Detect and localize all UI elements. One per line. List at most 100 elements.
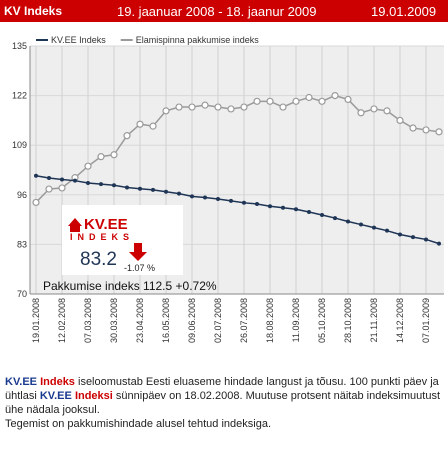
point — [214, 103, 222, 111]
x-tick-label: 21.11.2008 — [369, 298, 379, 342]
index-change: -1.07 % — [124, 263, 155, 273]
point — [370, 105, 378, 113]
brand: Indeks — [40, 376, 75, 388]
point — [437, 241, 441, 246]
point — [175, 103, 183, 111]
point — [320, 213, 324, 218]
point — [435, 128, 443, 136]
x-tick-label: 19.01.2008 — [31, 298, 41, 343]
point — [255, 201, 259, 206]
point — [216, 196, 220, 201]
point — [151, 187, 155, 192]
brand: KV.EE — [39, 390, 72, 402]
point — [201, 101, 209, 109]
point — [242, 200, 246, 205]
point — [60, 177, 64, 182]
point — [307, 209, 311, 214]
point — [177, 191, 181, 196]
x-tick-label: 23.04.2008 — [135, 298, 145, 343]
point — [279, 103, 287, 111]
x-tick-label: 30.03.2008 — [109, 298, 119, 343]
point — [138, 186, 142, 191]
point — [292, 97, 300, 105]
x-tick-label: 05.10.2008 — [317, 298, 327, 343]
point — [398, 232, 402, 237]
point — [97, 153, 105, 161]
point — [84, 162, 92, 170]
x-tick-label: 02.07.2008 — [213, 298, 223, 343]
point — [385, 228, 389, 233]
x-tick-label: 16.05.2008 — [161, 298, 171, 343]
header-period: 19. jaanuar 2008 - 18. jaanur 2009 — [117, 4, 317, 19]
point — [357, 109, 365, 117]
point — [112, 183, 116, 188]
point — [123, 132, 131, 140]
point — [268, 204, 272, 209]
legend-label: KV.EE Indeks — [51, 35, 106, 45]
logo-text: KV.EE — [84, 216, 128, 233]
point — [253, 97, 261, 105]
point — [149, 122, 157, 130]
series-line — [35, 174, 440, 245]
point — [73, 178, 77, 183]
point — [383, 107, 391, 115]
x-tick-label: 09.06.2008 — [187, 298, 197, 343]
point — [203, 195, 207, 200]
point — [359, 222, 363, 227]
legend-label: Elamispinna pakkumise indeks — [136, 35, 260, 45]
offer-text: Pakkumise indeks 112.5 +0.72% — [43, 279, 217, 293]
point — [99, 182, 103, 187]
point — [164, 189, 168, 194]
logo-sub: INDEKS — [70, 232, 134, 242]
y-tick-label: 109 — [12, 140, 27, 150]
down-arrow — [129, 243, 147, 261]
text: iseloomustab Eesti eluaseme hindade lang… — [5, 376, 439, 402]
x-tick-label: 18.08.2008 — [265, 298, 275, 343]
point — [266, 97, 274, 105]
point — [125, 185, 129, 190]
point — [396, 116, 404, 125]
point — [305, 93, 313, 102]
brand: KV.EE — [5, 376, 38, 388]
y-tick-label: 135 — [12, 41, 27, 51]
x-tick-label: 07.01.2009 — [421, 298, 431, 343]
point — [110, 151, 118, 159]
point — [136, 120, 144, 128]
header: KV Indeks 19. jaanuar 2008 - 18. jaanur … — [0, 0, 448, 22]
point — [227, 105, 235, 113]
point — [162, 107, 170, 115]
point — [86, 180, 90, 185]
point — [422, 126, 430, 134]
text: Tegemist on pakkumishindade alusel tehtu… — [5, 418, 271, 430]
index-value: 83.2 — [80, 249, 117, 270]
point — [331, 91, 339, 100]
chart: 70 83 96 109 122 135 19.01.2008 12.02.2008 07.03… — [0, 22, 448, 372]
point — [411, 235, 415, 240]
description: KV.EE Indeks iseloomustab Eesti eluaseme… — [5, 375, 443, 431]
inset-box — [62, 205, 183, 275]
header-title: KV Indeks — [4, 4, 63, 18]
y-tick-label: 96 — [17, 190, 27, 200]
brand: Indeksi — [74, 390, 113, 402]
point — [229, 198, 233, 203]
point — [333, 216, 337, 221]
point — [424, 237, 428, 242]
point — [344, 95, 352, 104]
point — [32, 198, 40, 207]
point — [294, 207, 298, 212]
point — [47, 176, 51, 181]
y-tick-label: 70 — [17, 289, 27, 299]
x-tick-label: 26.07.2008 — [239, 298, 249, 343]
point — [58, 184, 66, 192]
point — [240, 103, 248, 111]
point — [34, 173, 38, 178]
x-tick-label: 11.09.2008 — [291, 298, 301, 342]
point — [45, 185, 53, 193]
point — [281, 205, 285, 210]
text: sünnipäev on 18.02.2008. Muutuse protsen… — [5, 390, 441, 416]
x-tick-label: 07.03.2008 — [83, 298, 93, 343]
logo-icon — [68, 218, 82, 232]
point — [409, 124, 417, 132]
point — [346, 219, 350, 224]
